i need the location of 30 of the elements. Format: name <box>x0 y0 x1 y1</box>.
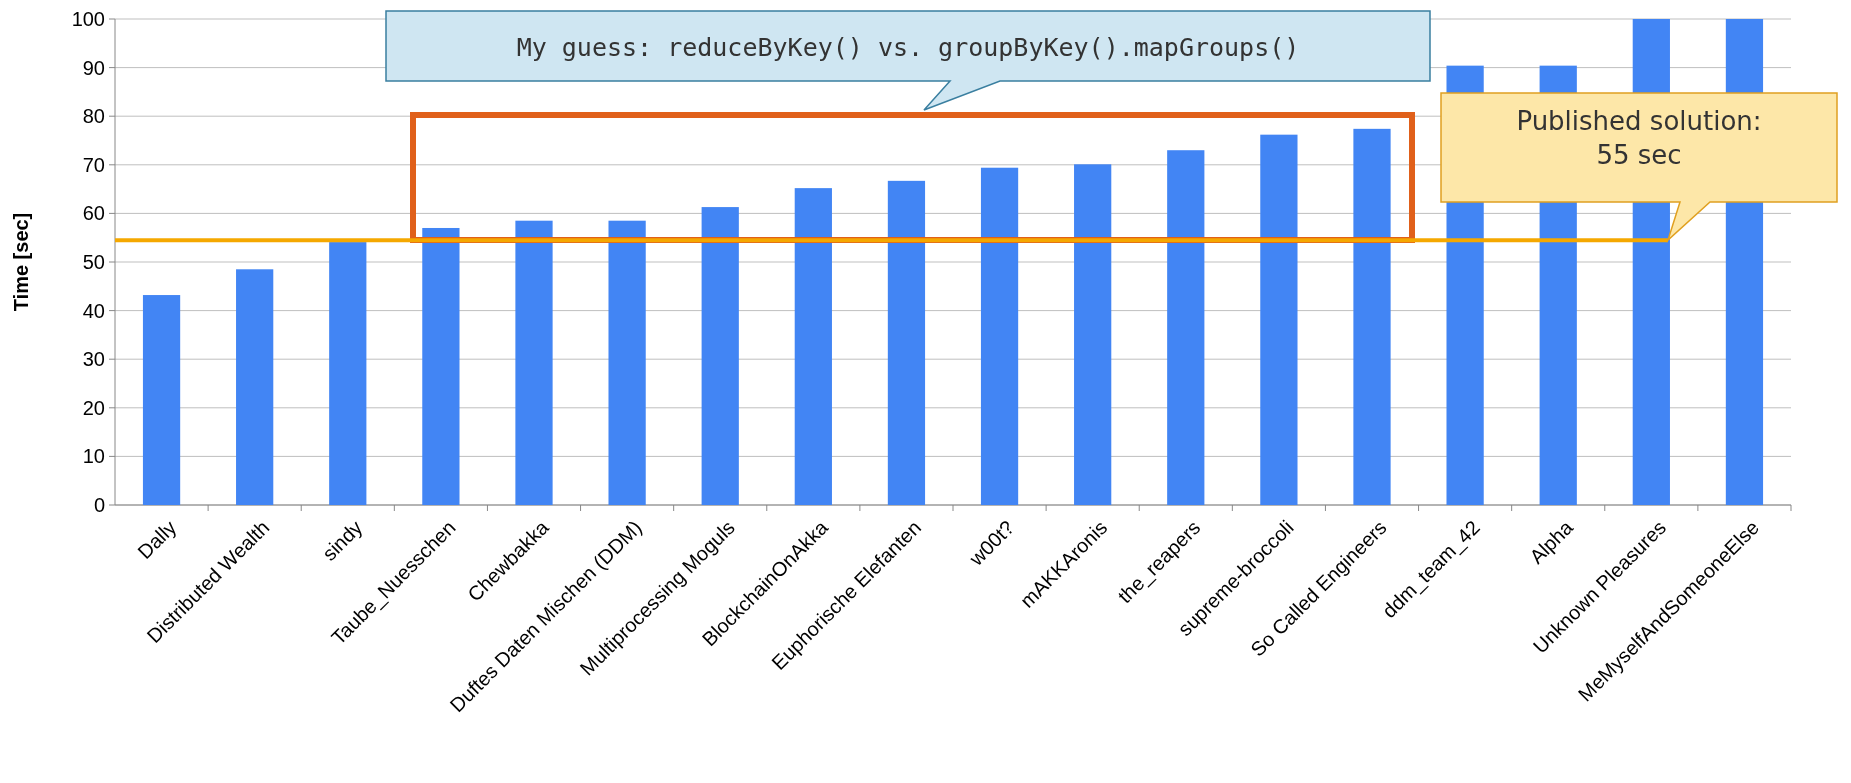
y-tick-label: 30 <box>82 348 105 371</box>
bar <box>1260 134 1298 505</box>
y-tick-label: 0 <box>93 494 105 516</box>
bar <box>142 295 181 505</box>
bar <box>887 180 926 505</box>
bar <box>701 207 739 505</box>
bar <box>1353 128 1391 505</box>
y-tick-label: 90 <box>82 56 105 79</box>
bar <box>794 188 832 505</box>
bar <box>329 242 367 505</box>
bar <box>1074 164 1112 505</box>
y-tick-label: 80 <box>82 105 105 128</box>
bar <box>422 227 460 505</box>
bar <box>608 220 646 505</box>
callout-box: My guess: reduceByKey() vs. groupByKey().mapGroups() <box>385 10 1431 111</box>
ref-line-label: Published solution: 55 sec <box>1516 106 1762 170</box>
y-tick-label: 20 <box>82 396 105 419</box>
y-tick-label: 10 <box>82 445 105 468</box>
callout-box: Published solution: 55 sec <box>1440 92 1838 243</box>
y-axis-title: Time [sec] <box>10 212 32 312</box>
annotation: My guess: reduceByKey() vs. groupByKey().mapGroups() <box>516 33 1300 62</box>
bar <box>236 269 274 505</box>
bar <box>515 220 553 505</box>
y-tick-label: 40 <box>82 299 105 322</box>
y-tick-label: 70 <box>82 153 105 176</box>
y-tick-label: 60 <box>82 202 105 225</box>
y-tick-label: 50 <box>82 251 105 273</box>
bar <box>980 167 1019 505</box>
bar <box>1167 150 1205 505</box>
y-tick-label: 100 <box>71 8 105 30</box>
